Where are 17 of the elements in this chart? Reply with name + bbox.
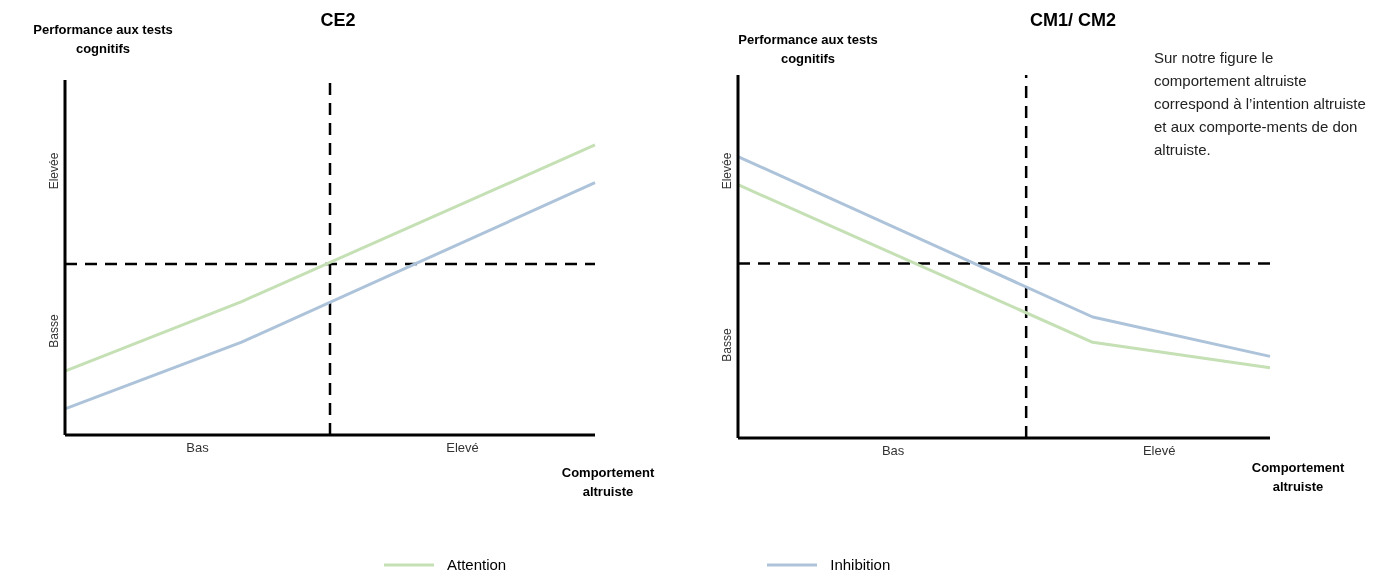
x-tick-label: Bas: [881, 443, 905, 459]
text: Basse: [46, 312, 62, 350]
legend-label: Attention: [447, 556, 507, 573]
y-axis-title: Performance aux tests cognitifs: [32, 21, 174, 58]
x-axis-title: Comportement altruiste: [560, 464, 656, 501]
x-tick-label: Bas: [186, 440, 210, 456]
x-tick-label: Elevé: [446, 440, 479, 456]
legend-label: Inhibition: [830, 556, 891, 573]
x-axis-title: Comportement altruiste: [1250, 459, 1346, 496]
chart-title: CM1/ CM2: [1029, 10, 1117, 31]
annotation: Sur notre figure le comportement altruiste correspond à l’intention altruiste et aux comporte-ments de don altruiste.: [1154, 48, 1367, 160]
x-tick-label: Elevé: [1142, 443, 1176, 459]
chart-title: CE2: [319, 10, 357, 31]
text: Basse: [719, 327, 735, 364]
y-axis-title: Performance aux tests cognitifs: [737, 31, 879, 68]
text: Elevée: [46, 151, 62, 192]
text: Elevée: [719, 151, 735, 192]
